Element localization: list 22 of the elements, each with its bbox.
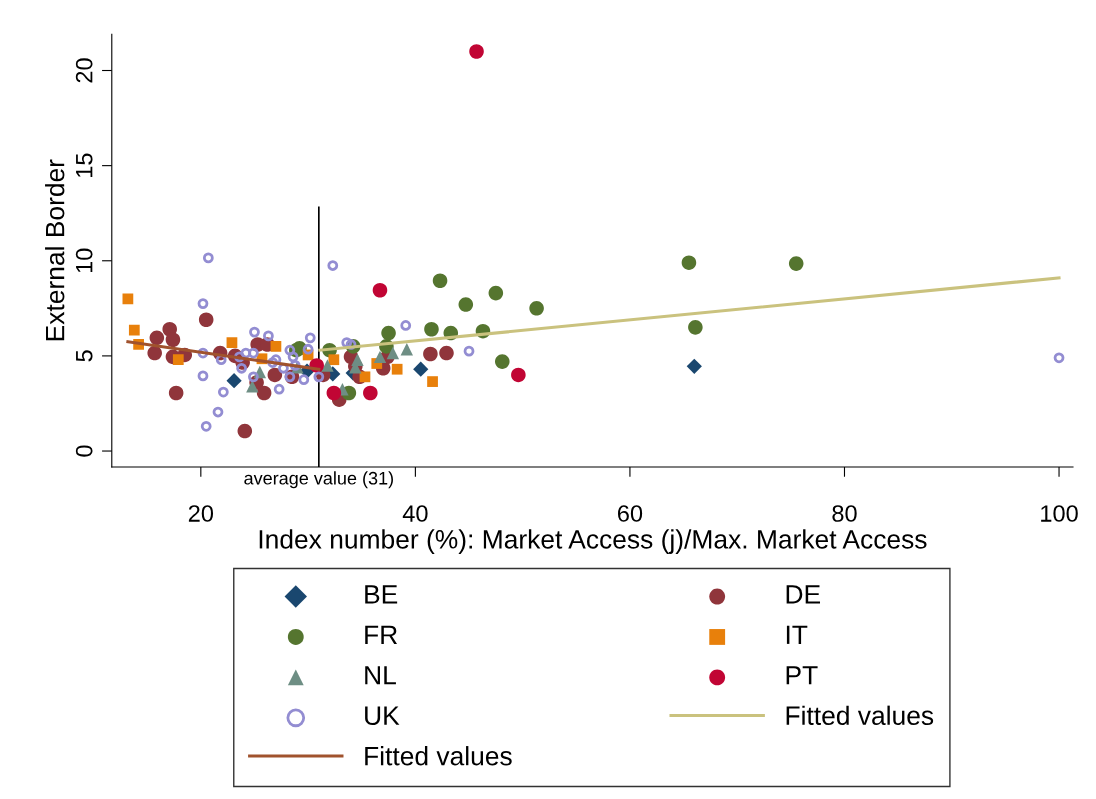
legend-label: Fitted values — [786, 705, 934, 726]
legend-label: FR — [365, 625, 398, 644]
y-tick-label: 0 — [75, 445, 93, 457]
legend-label: BE — [365, 585, 398, 604]
y-tick-label: 15 — [76, 153, 93, 177]
legend-label: DE — [786, 585, 820, 604]
y-tick-label: 10 — [75, 248, 93, 273]
legend-label: IT — [786, 625, 808, 644]
ref-line-label: average value (31) — [244, 471, 393, 489]
x-tick-label: 40 — [402, 505, 428, 522]
x-tick-label: 100 — [1041, 505, 1078, 522]
x-tick-label: 20 — [188, 505, 214, 522]
legend-label: Fitted values — [365, 746, 512, 766]
legend-label: PT — [786, 666, 818, 685]
x-tick-label: 60 — [618, 505, 643, 522]
y-tick-label: 20 — [75, 58, 93, 83]
legend-label: NL — [365, 666, 396, 685]
y-axis-title: External Border — [45, 159, 65, 341]
x-tick-label: 80 — [832, 505, 857, 522]
legend-label: UK — [365, 706, 400, 726]
x-axis-title: Index number (%): Market Access (j)/Max. Market Access — [259, 529, 927, 554]
y-tick-label: 5 — [76, 350, 93, 362]
